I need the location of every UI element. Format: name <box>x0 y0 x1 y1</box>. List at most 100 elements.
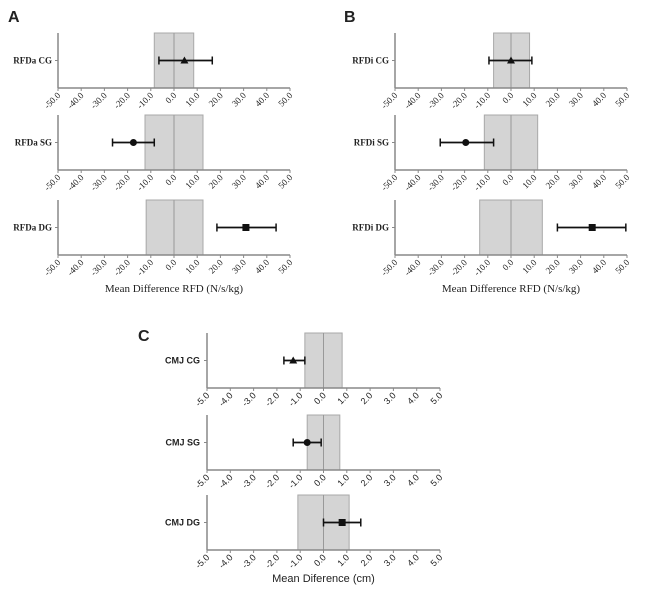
x-tick-label: -5.0 <box>193 390 211 408</box>
x-tick-label: 2.0 <box>359 472 375 488</box>
x-tick-label: -30.0 <box>425 257 446 278</box>
x-tick-label: -50.0 <box>42 90 63 111</box>
x-tick-label: -10.0 <box>472 172 493 193</box>
panel-label: B <box>344 9 356 26</box>
x-tick-label: 10.0 <box>520 257 539 276</box>
x-tick-label: 1.0 <box>335 390 351 406</box>
x-tick-label: 40.0 <box>590 90 609 109</box>
x-tick-label: 30.0 <box>230 257 249 276</box>
x-tick-label: -30.0 <box>425 172 446 193</box>
equivalence-band <box>145 199 204 256</box>
x-tick-label: -40.0 <box>402 90 423 111</box>
x-tick-label: -3.0 <box>240 390 258 408</box>
x-axis-label: Mean Difference RFD (N/s/kg) <box>105 283 244 295</box>
row-label: CMJ DG <box>165 518 200 528</box>
x-tick-label: 40.0 <box>590 257 609 276</box>
row-label: RFDi DG <box>352 223 389 233</box>
x-tick-label: -50.0 <box>42 172 63 193</box>
row-label: CMJ CG <box>165 356 200 366</box>
x-tick-label: -1.0 <box>287 472 305 490</box>
x-tick-label: 0.0 <box>500 90 515 105</box>
x-tick-label: -4.0 <box>217 390 235 408</box>
subplot-rfdi-dg: -50.0 -40.0 -30.0 -20.0 -10.0 0.0 10.0 20.0 30.0… <box>352 199 632 278</box>
x-tick-label: 30.0 <box>567 90 586 109</box>
x-tick-label: -50.0 <box>379 90 400 111</box>
x-tick-label: -30.0 <box>88 90 109 111</box>
x-tick-label: 3.0 <box>382 390 398 406</box>
x-tick-label: 3.0 <box>382 552 398 568</box>
x-tick-label: 20.0 <box>207 257 226 276</box>
x-tick-label: 40.0 <box>590 172 609 191</box>
x-tick-label: 4.0 <box>405 552 421 568</box>
x-tick-label: 30.0 <box>567 172 586 191</box>
x-tick-label: 1.0 <box>335 552 351 568</box>
x-tick-label: -3.0 <box>240 472 258 490</box>
x-tick-label: 50.0 <box>613 172 632 191</box>
x-tick-label: 30.0 <box>230 90 249 109</box>
x-tick-label: -10.0 <box>135 257 156 278</box>
x-tick-label: 20.0 <box>207 90 226 109</box>
x-tick-label: -30.0 <box>88 257 109 278</box>
subplot-cmj-dg: -5.0 -4.0 -3.0 -2.0 -1.0 0.0 1.0 2.0 3.0 4.0 5.0 CM… <box>165 494 444 570</box>
x-tick-label: -2.0 <box>263 552 281 570</box>
x-tick-label: -5.0 <box>193 472 211 490</box>
row-label: RFDa CG <box>13 56 52 66</box>
subplot-cmj-sg: -5.0 -4.0 -3.0 -2.0 -1.0 0.0 1.0 2.0 3.0 4.0 5.0 CM… <box>165 414 444 490</box>
x-tick-label: 40.0 <box>253 257 272 276</box>
x-tick-label: 2.0 <box>359 552 375 568</box>
x-tick-label: -40.0 <box>65 90 86 111</box>
x-tick-label: 50.0 <box>613 90 632 109</box>
mean-marker-circle <box>129 139 137 146</box>
x-tick-label: 0.0 <box>312 390 328 406</box>
subplot-rfdi-sg: -50.0 -40.0 -30.0 -20.0 -10.0 0.0 10.0 20.0 30.0… <box>354 114 632 193</box>
row-label: RFDa SG <box>15 138 52 148</box>
x-axis-label: Mean Difference RFD (N/s/kg) <box>442 283 581 295</box>
mean-marker-circle <box>462 139 470 146</box>
x-tick-label: 0.0 <box>500 257 515 272</box>
row-label: RFDa DG <box>13 223 52 233</box>
row-label: RFDi SG <box>354 138 389 148</box>
x-tick-label: 20.0 <box>544 172 563 191</box>
x-tick-label: -40.0 <box>402 172 423 193</box>
x-tick-label: 50.0 <box>276 257 295 276</box>
x-tick-label: -10.0 <box>472 257 493 278</box>
x-tick-label: -50.0 <box>379 257 400 278</box>
x-tick-label: -30.0 <box>425 90 446 111</box>
x-tick-label: 50.0 <box>276 172 295 191</box>
x-tick-label: -10.0 <box>135 172 156 193</box>
x-tick-label: 0.0 <box>500 172 515 187</box>
mean-marker-square <box>338 519 346 526</box>
x-tick-label: 0.0 <box>163 257 178 272</box>
x-tick-label: -2.0 <box>263 390 281 408</box>
x-tick-label: -50.0 <box>42 257 63 278</box>
x-tick-label: -40.0 <box>65 257 86 278</box>
x-tick-label: 10.0 <box>520 172 539 191</box>
x-tick-label: 40.0 <box>253 172 272 191</box>
x-tick-label: 5.0 <box>428 390 444 406</box>
x-tick-label: -10.0 <box>472 90 493 111</box>
mean-marker-triangle <box>289 356 298 364</box>
x-tick-label: -3.0 <box>240 552 258 570</box>
x-tick-label: -20.0 <box>112 172 133 193</box>
mean-marker-triangle <box>180 56 189 64</box>
x-tick-label: -50.0 <box>379 172 400 193</box>
subplot-rfdi-cg: -50.0 -40.0 -30.0 -20.0 -10.0 0.0 10.0 20.0 30.0… <box>352 32 632 111</box>
x-tick-label: 5.0 <box>428 472 444 488</box>
row-label: CMJ SG <box>165 438 200 448</box>
x-tick-label: 5.0 <box>428 552 444 568</box>
x-tick-label: 2.0 <box>359 390 375 406</box>
x-tick-label: -20.0 <box>449 257 470 278</box>
x-tick-label: 10.0 <box>183 257 202 276</box>
x-tick-label: 10.0 <box>520 90 539 109</box>
x-tick-label: 0.0 <box>163 172 178 187</box>
x-tick-label: -40.0 <box>65 172 86 193</box>
x-tick-label: -40.0 <box>402 257 423 278</box>
x-tick-label: 20.0 <box>544 90 563 109</box>
x-tick-label: -20.0 <box>449 172 470 193</box>
x-tick-label: 40.0 <box>253 90 272 109</box>
x-tick-label: 4.0 <box>405 390 421 406</box>
x-tick-label: -1.0 <box>287 552 305 570</box>
x-tick-label: 4.0 <box>405 472 421 488</box>
